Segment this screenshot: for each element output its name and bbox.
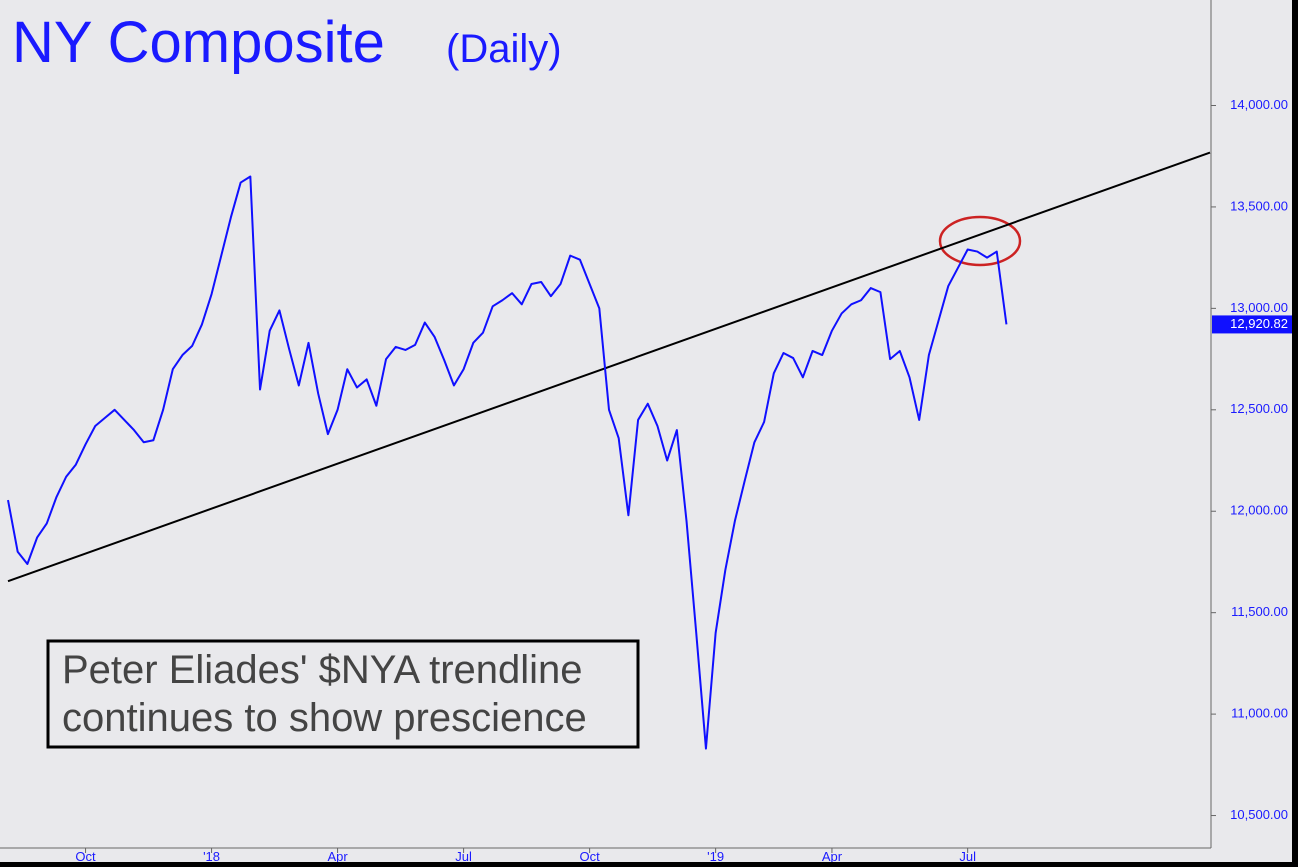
- x-tick-label: '18: [203, 849, 220, 862]
- x-tick-label: Apr: [327, 849, 348, 862]
- y-tick-label: 11,500.00: [1231, 604, 1288, 619]
- y-tick-label: 12,500.00: [1230, 401, 1288, 416]
- x-tick-label: Jul: [455, 849, 472, 862]
- y-tick-label: 12,000.00: [1230, 503, 1288, 518]
- trendline: [7, 151, 1211, 583]
- x-tick-label: Jul: [959, 849, 976, 862]
- last-value-label: 12,920.82: [1230, 316, 1288, 331]
- y-tick-label: 10,500.00: [1230, 807, 1288, 822]
- chart-subtitle: (Daily): [446, 27, 562, 71]
- highlight-ellipse: [938, 215, 1022, 267]
- annotation-box: [46, 639, 640, 749]
- price-line: [7, 175, 1008, 750]
- y-tick-label: 13,000.00: [1230, 300, 1288, 315]
- x-tick-label: Oct: [579, 849, 600, 862]
- last-value-box: [1212, 315, 1292, 334]
- y-tick-label: 14,000.00: [1230, 97, 1288, 112]
- annotation-text: continues to show prescience: [62, 696, 587, 740]
- x-tick-label: '19: [707, 849, 724, 862]
- annotation-text: Peter Eliades' $NYA trendline: [62, 648, 583, 692]
- x-tick-label: Oct: [75, 849, 96, 862]
- y-tick-label: 11,000.00: [1231, 706, 1288, 721]
- chart-title: NY Composite: [12, 10, 385, 75]
- y-tick-label: 13,500.00: [1230, 198, 1288, 213]
- x-tick-label: Apr: [822, 849, 843, 862]
